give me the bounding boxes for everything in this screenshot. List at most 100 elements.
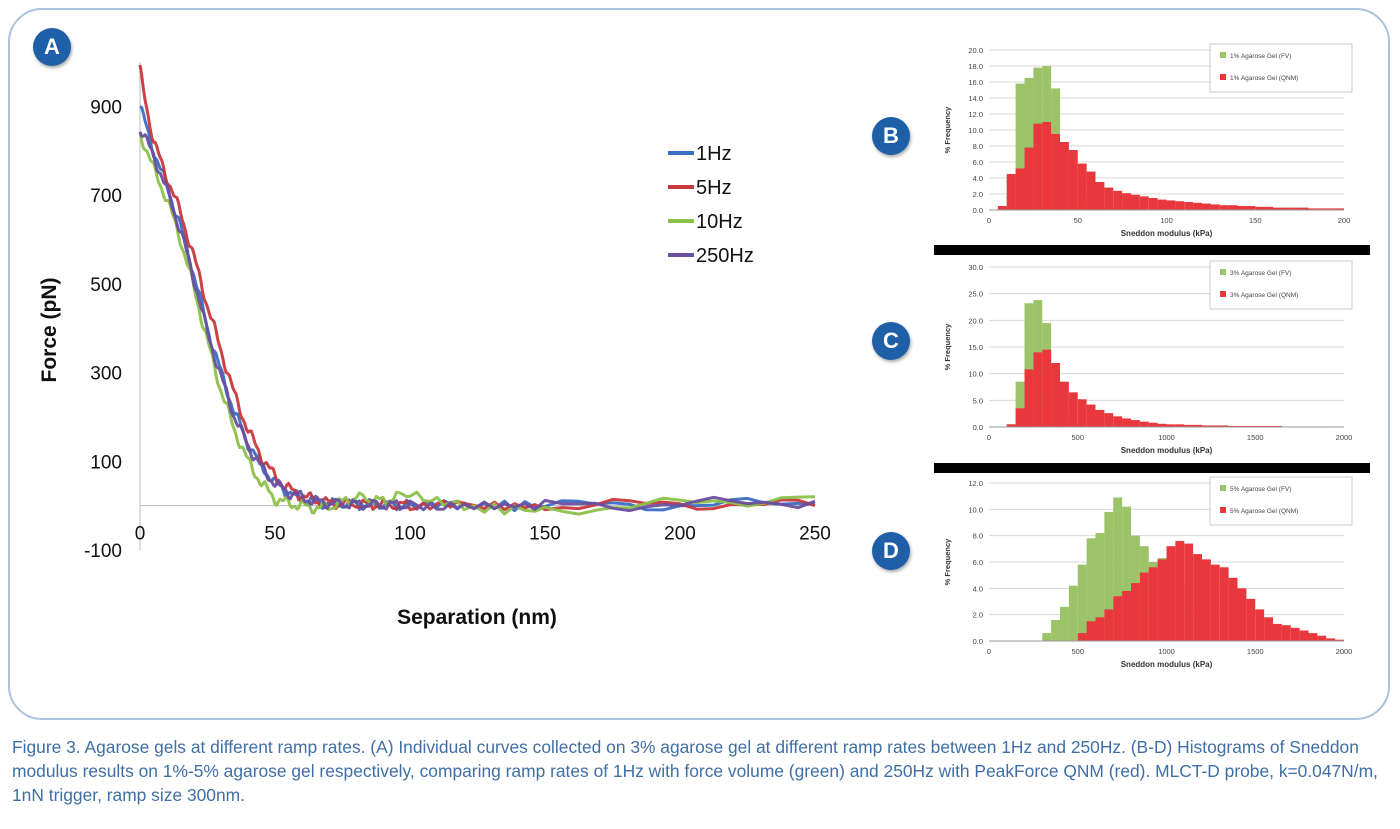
histogram-bar [1228,425,1238,427]
histogram-bar [1299,630,1309,641]
chart-d-histogram: 0.0 2.0 4.0 6.0 8.0 10.0 12.0 0 500 1000 1500 2000 S… [934,473,1358,675]
histogram-bar [1015,83,1025,210]
histogram-bar [1264,206,1273,210]
y-tick-label: 4.0 [973,174,983,183]
histogram-bar [1131,583,1140,641]
histogram-bar [1077,399,1087,427]
histogram-bar [1122,418,1131,427]
histogram-bar [1086,404,1096,427]
histogram-bar [1273,207,1282,210]
legend-label: 5Hz [696,177,732,199]
histogram-bar [1335,639,1344,641]
legend-box [1209,476,1353,526]
histogram-bar [1086,538,1096,641]
histogram-bar [1184,543,1194,641]
y-tick-label: 25.0 [968,290,983,299]
histogram-bar [1042,122,1052,210]
histogram-bar [1202,203,1211,210]
histogram-bar [1184,202,1194,210]
x-tick-label: 0 [987,216,991,225]
legend-label: 10Hz [696,211,743,233]
histogram-bar [1166,546,1176,641]
y-tick-label: 4.0 [973,584,983,593]
y-tick-label: 8.0 [973,532,983,541]
x-tick-label: 100 [1160,216,1173,225]
legend-swatch [1220,291,1226,297]
y-tick-label: 14.0 [968,94,983,103]
legend-swatch [1220,269,1226,275]
histogram-bar [1060,142,1069,210]
histogram-bar [1139,196,1149,210]
legend-label: 1% Agarose Gel (QNM) [1230,75,1298,82]
y-tick-label: 300 [90,364,122,385]
histogram-bar [1077,564,1087,641]
legend-swatch [1220,52,1226,58]
histogram-bar [1219,425,1229,427]
y-axis-label: % Frequency [943,538,952,586]
histogram-bar [1210,204,1220,210]
series-line-1hz [139,105,815,513]
histogram-bar [1210,425,1220,427]
histogram-bar [1139,572,1149,641]
x-tick-label: 2000 [1336,433,1353,442]
histogram-bar [1104,187,1114,210]
histogram-bar [1042,349,1052,427]
histogram-bar [1219,205,1229,210]
histogram-bar [1148,198,1158,210]
histogram-bar [1139,421,1149,427]
histogram-bar [1255,425,1265,427]
histogram-bar [1281,625,1291,641]
y-tick-label: 8.0 [973,142,983,151]
y-tick-label: 20.0 [968,316,983,325]
y-tick-label: 12.0 [968,110,983,119]
histogram-bar [1219,567,1229,641]
histogram-bar [1131,420,1140,427]
histogram-bar [1237,206,1247,210]
histogram-bar [1148,567,1158,641]
series-line-250hz [138,131,816,513]
histogram-bar [1281,207,1291,210]
panel-badge-d: D [872,532,910,570]
y-tick-label: 5.0 [973,396,983,405]
histogram-bar [1077,163,1087,210]
legend-label: 5% Agarose Gel (FV) [1230,486,1291,493]
legend-swatch [1220,507,1226,513]
histogram-bar [1113,416,1123,427]
histogram-bar [1237,588,1247,641]
x-tick-label: 100 [394,524,426,545]
histogram-bar [1131,194,1140,210]
histogram-bar [1210,564,1220,641]
x-axis-label: Sneddon modulus (kPa) [1121,229,1213,238]
histogram-bar [1175,540,1185,641]
x-tick-label: 500 [1071,647,1084,656]
histogram-bar [1335,208,1344,210]
y-tick-label: 10.0 [968,370,983,379]
chart-a-force-curves: 900 700 500 300 100 -100 0 50 100 150 200 250 Separa… [38,62,831,629]
histogram-bar [1068,150,1078,210]
histogram-bar [1104,413,1114,427]
histogram-bar [1290,627,1300,641]
histogram-bar [997,206,1007,210]
y-axis-label: % Frequency [943,106,952,154]
x-tick-label: 200 [1338,216,1351,225]
histogram-bar [1264,425,1273,427]
histogram-bar [1193,202,1202,210]
histogram-bar [1193,554,1202,641]
histogram-bar [1068,585,1078,641]
histogram-bar [1326,638,1336,641]
histogram-bar [1273,425,1282,427]
panel-badge-c: C [872,322,910,360]
histogram-bar [1024,369,1034,427]
histogram-bar [1024,147,1034,210]
y-tick-label: 900 [90,97,122,118]
x-tick-label: 0 [987,433,991,442]
x-tick-label: 2000 [1336,647,1353,656]
x-axis-label: Separation (nm) [397,606,557,629]
histogram-bar [1104,609,1114,641]
x-tick-label: 200 [664,524,696,545]
histogram-bar [1273,623,1282,641]
histogram-bar [1175,424,1185,427]
histogram-bar [1308,633,1318,641]
figure-caption: Figure 3. Agarose gels at different ramp… [12,737,1378,805]
panel-separator [934,463,1370,473]
